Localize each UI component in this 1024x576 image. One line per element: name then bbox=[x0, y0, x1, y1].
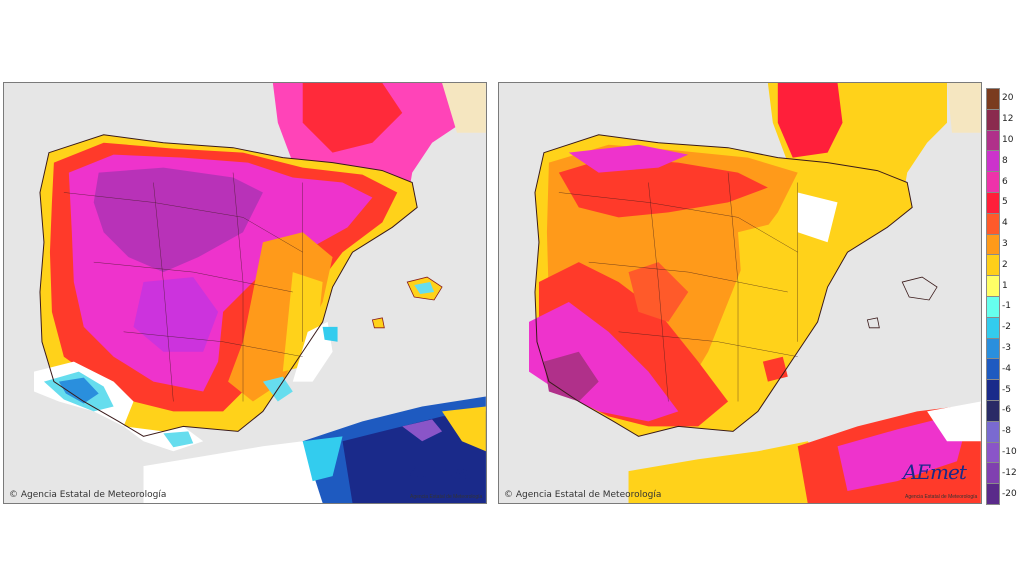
legend-swatch bbox=[986, 88, 1000, 110]
legend-tick-label: -4 bbox=[1002, 363, 1011, 374]
legend-swatch bbox=[986, 108, 1000, 131]
legend-swatch bbox=[986, 296, 1000, 318]
legend-tick-label: -20 bbox=[1002, 488, 1017, 499]
copyright-text: © Agencia Estatal de Meteorología bbox=[504, 490, 662, 500]
left-anomaly-map: © Agencia Estatal de Meteorología AEmet … bbox=[3, 82, 487, 504]
legend-swatch bbox=[986, 129, 1000, 152]
legend-swatch bbox=[986, 212, 1000, 235]
legend-swatch bbox=[986, 316, 1000, 339]
legend-tick-label: -6 bbox=[1002, 405, 1011, 416]
legend-tick-label: 1 bbox=[1002, 280, 1008, 291]
legend-swatch bbox=[986, 420, 1000, 443]
left-map-canvas bbox=[4, 83, 486, 503]
legend-swatch bbox=[986, 254, 1000, 277]
color-scale-legend: 20 12 10 8 6 5 4 3 2 1 -1 -2 -3 -4 -5 -6 -8 -10 -12 -20 bbox=[986, 88, 1020, 505]
legend-tick-label: 10 bbox=[1002, 135, 1014, 145]
legend-swatch bbox=[986, 150, 1000, 173]
legend-tick-label: 4 bbox=[1002, 218, 1008, 229]
aemet-logo: AEmet Agencia Estatal de Meteorología bbox=[408, 460, 482, 500]
legend-swatch bbox=[986, 483, 1000, 505]
legend-tick-label: -12 bbox=[1002, 467, 1017, 478]
copyright-text: © Agencia Estatal de Meteorología bbox=[9, 490, 167, 500]
legend-swatch bbox=[986, 358, 1000, 381]
legend-tick-label: -3 bbox=[1002, 343, 1011, 353]
legend-tick-label: -1 bbox=[1002, 301, 1011, 312]
legend-tick-label: -10 bbox=[1002, 447, 1017, 457]
legend-swatch bbox=[986, 441, 1000, 464]
legend-tick-label: 8 bbox=[1002, 155, 1008, 166]
legend-swatch bbox=[986, 275, 1000, 297]
legend-swatch bbox=[986, 192, 1000, 214]
legend-tick-label: 2 bbox=[1002, 259, 1008, 270]
legend-tick-label: 20 bbox=[1002, 93, 1014, 104]
legend-swatch bbox=[986, 400, 1000, 422]
legend-swatch bbox=[986, 171, 1000, 193]
aemet-logo-subtitle: Agencia Estatal de Meteorología bbox=[905, 494, 978, 500]
aemet-logo-subtitle: Agencia Estatal de Meteorología bbox=[410, 494, 483, 500]
legend-swatch bbox=[986, 379, 1000, 401]
right-anomaly-map: © Agencia Estatal de Meteorología AEmet … bbox=[498, 82, 982, 504]
legend-tick-label: 6 bbox=[1002, 176, 1008, 187]
aemet-logo-mark: AEmet bbox=[903, 460, 967, 484]
legend-swatch bbox=[986, 337, 1000, 360]
legend-swatch bbox=[986, 462, 1000, 485]
legend-tick-label: 12 bbox=[1002, 114, 1014, 125]
aemet-logo: AEmet Agencia Estatal de Meteorología bbox=[903, 460, 977, 500]
legend-swatch bbox=[986, 233, 1000, 256]
legend-tick-label: -8 bbox=[1002, 426, 1011, 437]
legend-tick-label: 3 bbox=[1002, 239, 1008, 249]
legend-tick-label: -2 bbox=[1002, 322, 1011, 333]
legend-tick-label: -5 bbox=[1002, 384, 1011, 395]
aemet-logo-mark: AEmet bbox=[408, 460, 472, 484]
legend-tick-label: 5 bbox=[1002, 197, 1008, 208]
right-map-canvas bbox=[499, 83, 981, 503]
